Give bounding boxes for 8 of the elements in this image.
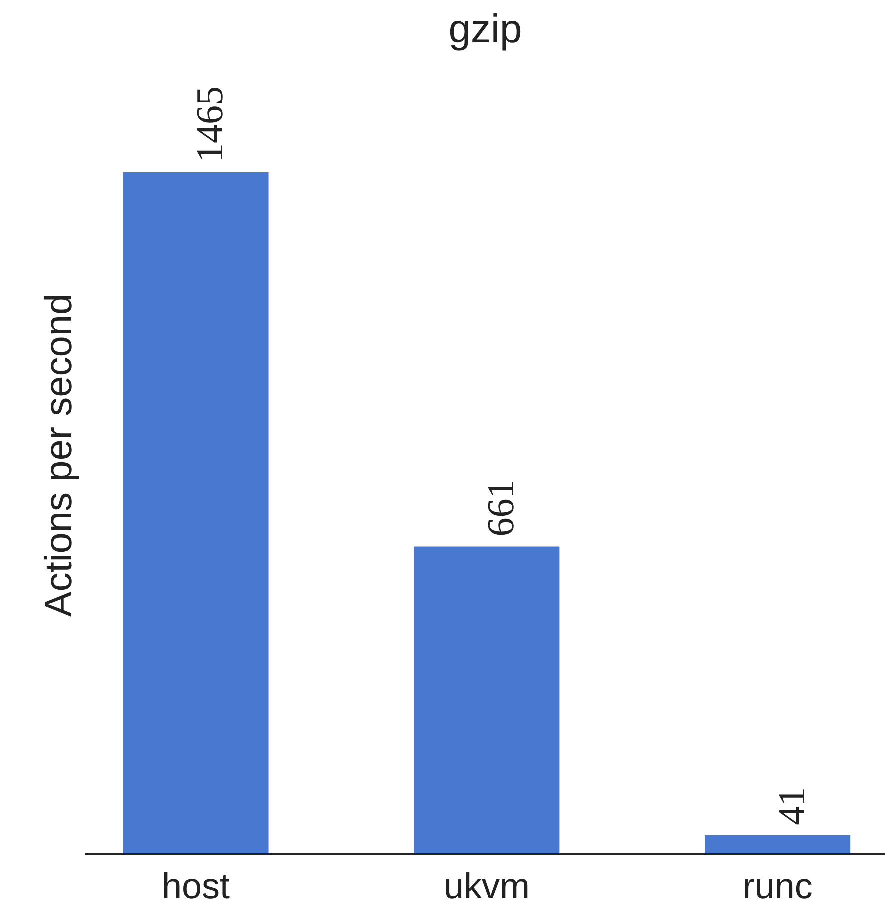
x-tick-label: host (162, 866, 230, 906)
data-label: 661 (480, 480, 522, 537)
x-tick-label: ukvm (444, 866, 530, 906)
chart-title: gzip (448, 8, 522, 52)
x-tick-label: runc (742, 866, 813, 906)
data-label: 41 (771, 787, 814, 826)
data-label: 1465 (190, 86, 232, 162)
y-axis-title: Actions per second (38, 294, 80, 618)
